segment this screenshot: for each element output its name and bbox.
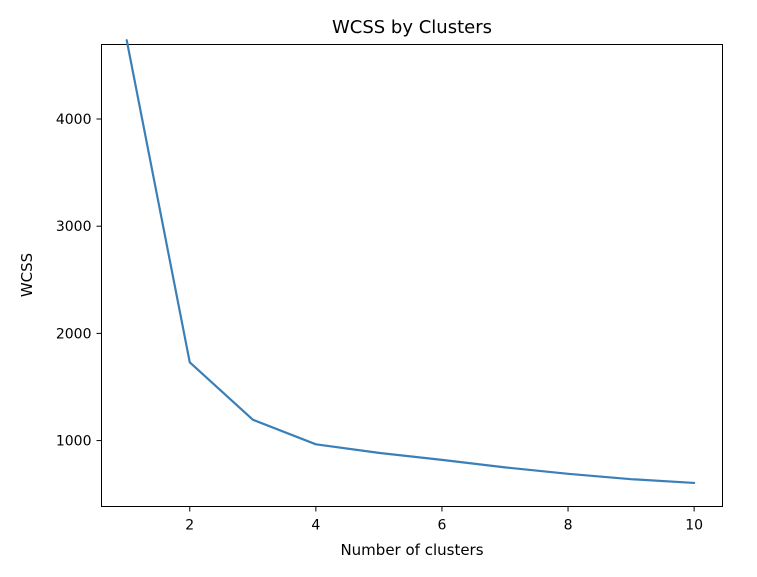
x-tick-label: 8 bbox=[564, 518, 573, 534]
wcss-series-line bbox=[125, 39, 696, 485]
y-axis-label: WCSS bbox=[18, 253, 36, 297]
x-tick-label: 4 bbox=[311, 518, 320, 534]
y-tick-label: 4000 bbox=[56, 112, 92, 128]
plot-area-frame bbox=[101, 44, 723, 507]
x-tick-label: 6 bbox=[437, 518, 446, 534]
y-axis-ticks: 1000 2000 3000 4000 bbox=[56, 112, 102, 450]
x-tick-label: 10 bbox=[685, 518, 703, 534]
y-tick-label: 3000 bbox=[56, 219, 92, 235]
x-tick-label: 2 bbox=[185, 518, 194, 534]
series-layer bbox=[125, 39, 696, 485]
chart-title: WCSS by Clusters bbox=[332, 17, 492, 38]
x-axis-label: Number of clusters bbox=[340, 541, 483, 559]
y-tick-label: 2000 bbox=[56, 326, 92, 342]
x-axis-ticks: 2 4 6 8 10 bbox=[185, 506, 703, 534]
y-tick-label: 1000 bbox=[56, 434, 92, 450]
